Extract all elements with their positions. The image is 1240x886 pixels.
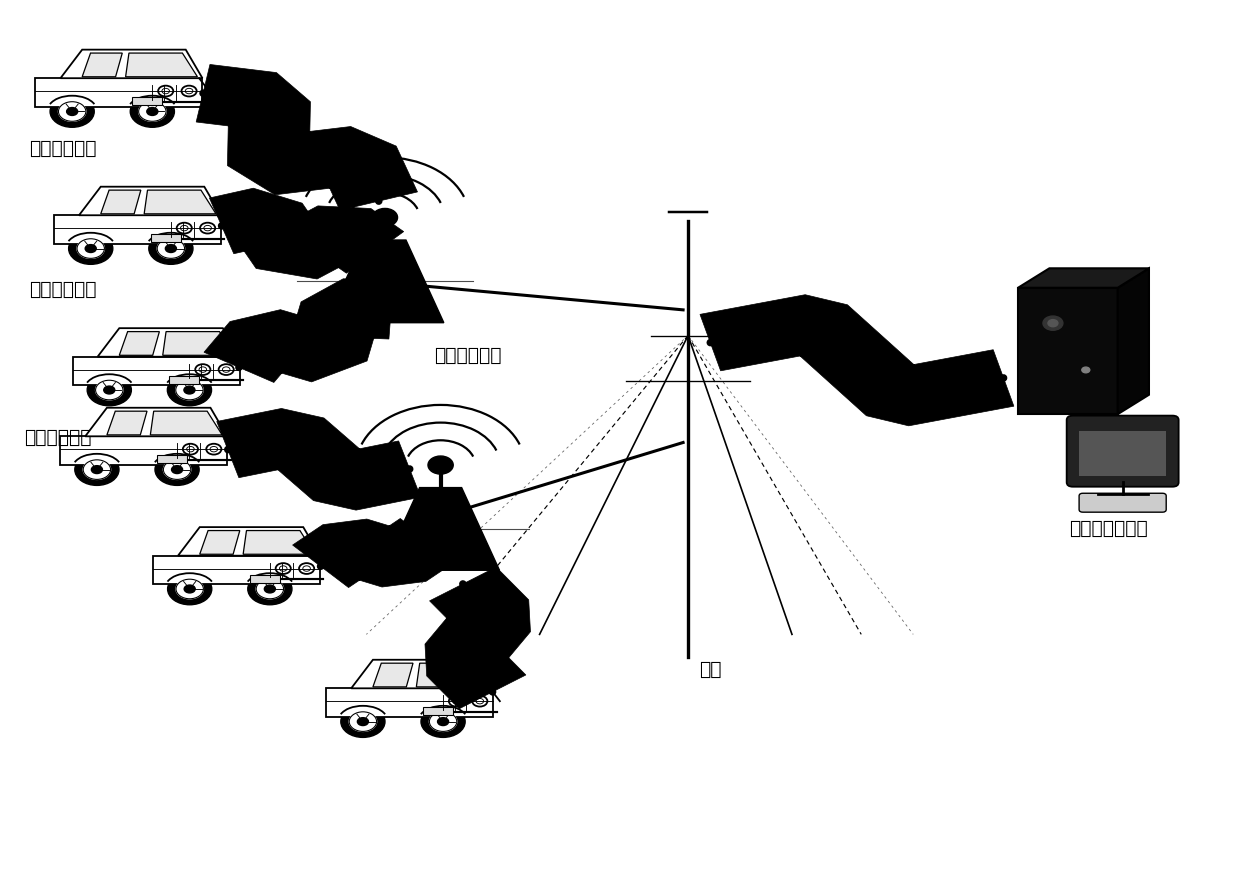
- Circle shape: [176, 579, 203, 599]
- Circle shape: [264, 586, 275, 594]
- Circle shape: [87, 375, 131, 407]
- Circle shape: [372, 209, 398, 227]
- Circle shape: [92, 466, 103, 474]
- Polygon shape: [210, 189, 404, 280]
- Circle shape: [164, 461, 191, 480]
- Circle shape: [155, 455, 200, 486]
- Polygon shape: [107, 412, 148, 435]
- Bar: [151, 235, 181, 243]
- Circle shape: [146, 108, 157, 116]
- Polygon shape: [100, 190, 141, 214]
- Bar: [326, 688, 494, 717]
- Bar: [153, 556, 320, 585]
- Circle shape: [184, 386, 195, 394]
- Circle shape: [248, 573, 291, 605]
- Text: 基站: 基站: [699, 659, 722, 679]
- Circle shape: [185, 586, 195, 594]
- Polygon shape: [196, 66, 418, 211]
- FancyBboxPatch shape: [1066, 416, 1179, 487]
- Polygon shape: [82, 54, 123, 78]
- Circle shape: [68, 234, 113, 265]
- Bar: [170, 377, 200, 385]
- Polygon shape: [243, 531, 315, 555]
- Circle shape: [165, 245, 176, 253]
- Polygon shape: [125, 54, 197, 78]
- Circle shape: [1048, 320, 1058, 327]
- Circle shape: [58, 103, 86, 122]
- Circle shape: [350, 712, 377, 732]
- Circle shape: [95, 381, 123, 400]
- Circle shape: [83, 461, 110, 480]
- Circle shape: [1043, 316, 1063, 330]
- Bar: [55, 216, 221, 245]
- Polygon shape: [293, 519, 456, 588]
- Circle shape: [149, 234, 193, 265]
- Bar: [423, 708, 453, 716]
- Polygon shape: [1117, 269, 1149, 415]
- Circle shape: [176, 381, 203, 400]
- Text: 车载移动终端: 车载移动终端: [29, 280, 97, 299]
- Polygon shape: [119, 332, 160, 356]
- Bar: [72, 357, 239, 386]
- Polygon shape: [373, 664, 413, 688]
- Bar: [1018, 289, 1117, 415]
- Circle shape: [50, 97, 94, 128]
- Polygon shape: [326, 241, 444, 323]
- Polygon shape: [79, 188, 221, 216]
- Circle shape: [357, 718, 368, 726]
- Bar: [36, 79, 202, 107]
- Circle shape: [422, 706, 465, 737]
- Polygon shape: [150, 412, 222, 435]
- Circle shape: [67, 108, 78, 116]
- Polygon shape: [382, 488, 500, 571]
- Circle shape: [157, 239, 185, 259]
- Circle shape: [341, 706, 384, 737]
- Bar: [133, 98, 162, 106]
- Polygon shape: [217, 409, 420, 510]
- Bar: [1079, 431, 1167, 477]
- Text: 车联网信息中心: 车联网信息中心: [1069, 518, 1148, 537]
- Circle shape: [86, 245, 97, 253]
- Polygon shape: [701, 295, 1014, 426]
- FancyBboxPatch shape: [1079, 494, 1166, 513]
- Circle shape: [257, 579, 284, 599]
- Polygon shape: [61, 51, 202, 79]
- Circle shape: [167, 573, 212, 605]
- Circle shape: [429, 712, 456, 732]
- Circle shape: [104, 386, 115, 394]
- Polygon shape: [1018, 269, 1149, 289]
- Polygon shape: [200, 531, 239, 555]
- Polygon shape: [86, 408, 227, 437]
- Circle shape: [74, 455, 119, 486]
- Circle shape: [167, 375, 212, 407]
- Polygon shape: [98, 329, 239, 357]
- Circle shape: [171, 466, 182, 474]
- Text: 车载移动终端: 车载移动终端: [29, 138, 97, 158]
- Polygon shape: [417, 664, 489, 688]
- Polygon shape: [205, 279, 393, 383]
- Circle shape: [139, 103, 166, 122]
- Bar: [157, 456, 187, 464]
- Text: 车载移动终端: 车载移动终端: [24, 427, 92, 446]
- Polygon shape: [162, 332, 234, 356]
- Polygon shape: [425, 567, 531, 709]
- Circle shape: [438, 718, 449, 726]
- Circle shape: [428, 456, 454, 475]
- Text: 中继传输节点: 中继传输节点: [434, 346, 502, 365]
- Polygon shape: [144, 190, 216, 214]
- Polygon shape: [179, 527, 320, 556]
- Circle shape: [77, 239, 104, 259]
- Bar: [61, 437, 227, 465]
- Circle shape: [130, 97, 175, 128]
- Circle shape: [1081, 368, 1090, 373]
- Polygon shape: [351, 660, 494, 688]
- Bar: [249, 575, 280, 583]
